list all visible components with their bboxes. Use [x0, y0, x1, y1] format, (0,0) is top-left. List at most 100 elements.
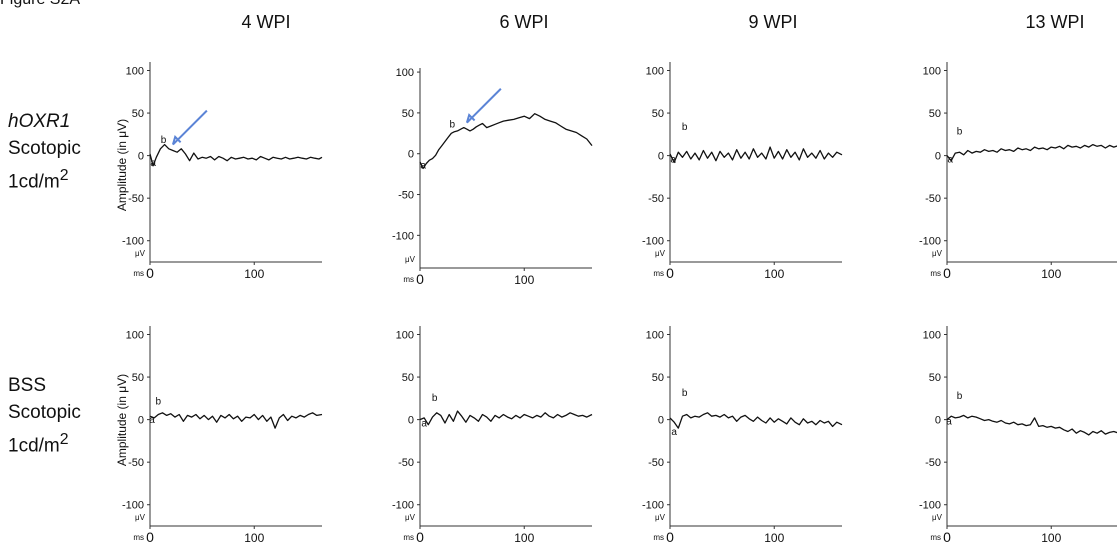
row-label-intensity-sup: 2 — [59, 167, 69, 184]
wave-marker-b: b — [682, 122, 688, 133]
y-tick-label: -100 — [642, 500, 664, 512]
wave-marker-a: a — [946, 417, 952, 428]
y-tick-label: -100 — [392, 230, 414, 242]
y-tick-label: 0 — [658, 151, 664, 163]
wave-marker-b: b — [682, 388, 688, 399]
y-unit-label: μV — [405, 255, 416, 264]
y-tick-label: 0 — [658, 415, 664, 427]
x-tick-label: 100 — [244, 267, 264, 281]
y-tick-label: 50 — [652, 372, 664, 384]
y-unit-label: μV — [135, 513, 146, 522]
y-tick-label: 100 — [396, 330, 414, 342]
x-tick-label: 0 — [943, 265, 951, 281]
x-unit-label: ms — [133, 269, 144, 278]
y-tick-label: -50 — [648, 193, 664, 205]
erg-trace — [149, 143, 323, 167]
y-tick-label: 50 — [402, 108, 414, 120]
y-tick-label: -100 — [919, 236, 941, 248]
column-title-9wpi: 9 WPI — [748, 12, 798, 32]
row-label-intensity-sup: 2 — [59, 431, 69, 448]
y-tick-label: 50 — [132, 372, 144, 384]
erg-trace — [669, 146, 843, 164]
wave-marker-b: b — [432, 393, 438, 404]
y-tick-label: 100 — [923, 66, 941, 78]
y-tick-label: 100 — [646, 330, 664, 342]
erg-trace — [946, 414, 1117, 436]
column-title-13wpi: 13 WPI — [1025, 12, 1085, 32]
y-unit-label: μV — [932, 249, 943, 258]
erg-trace — [419, 410, 593, 426]
y-tick-label: 100 — [126, 330, 144, 342]
row-label-intensity-base: 1cd/m — [8, 435, 60, 457]
y-tick-label: 50 — [402, 372, 414, 384]
x-tick-label: 0 — [943, 529, 951, 545]
y-tick-label: 50 — [929, 372, 941, 384]
wave-marker-a: a — [671, 427, 677, 438]
x-tick-label: 0 — [416, 529, 424, 545]
x-tick-label: 100 — [514, 273, 534, 287]
x-tick-label: 0 — [146, 265, 154, 281]
row-label-bss: BSS Scotopic 1cd/m2 — [8, 372, 81, 459]
row-label-intensity-base: 1cd/m — [8, 171, 60, 193]
row-label-treatment-plain: BSS — [8, 375, 47, 396]
x-tick-label: 100 — [1041, 531, 1061, 545]
wave-marker-b: b — [957, 391, 963, 402]
y-tick-label: -50 — [398, 457, 414, 469]
wave-marker-b: b — [156, 396, 162, 407]
x-unit-label: ms — [653, 269, 664, 278]
column-title-6wpi: 6 WPI — [499, 12, 549, 32]
y-tick-label: -50 — [128, 457, 144, 469]
y-tick-label: -50 — [925, 193, 941, 205]
y-unit-label: μV — [932, 513, 943, 522]
y-axis-label-row2: Amplitude (in μV) — [115, 373, 129, 467]
x-tick-label: 0 — [666, 529, 674, 545]
y-tick-label: 50 — [929, 108, 941, 120]
row-label-treatment: hOXR1 — [8, 111, 71, 132]
x-unit-label: ms — [930, 533, 941, 542]
y-tick-label: 0 — [408, 149, 414, 161]
column-title-4wpi: 4 WPI — [241, 12, 291, 32]
row-label-condition: Scotopic — [8, 402, 81, 423]
y-tick-label: 0 — [935, 415, 941, 427]
arrow-head — [465, 113, 476, 123]
y-tick-label: -50 — [925, 457, 941, 469]
wave-marker-a: a — [150, 158, 156, 169]
wave-marker-b: b — [450, 120, 456, 131]
y-tick-label: 100 — [923, 330, 941, 342]
x-unit-label: ms — [403, 533, 414, 542]
y-tick-label: 0 — [408, 415, 414, 427]
x-tick-label: 0 — [146, 529, 154, 545]
y-unit-label: μV — [405, 513, 416, 522]
y-tick-label: -100 — [919, 500, 941, 512]
y-unit-label: μV — [655, 513, 666, 522]
y-tick-label: -100 — [122, 500, 144, 512]
x-unit-label: ms — [403, 275, 414, 284]
figure-label: Figure S2A — [0, 0, 80, 9]
erg-trace — [669, 412, 843, 429]
y-tick-label: 0 — [138, 415, 144, 427]
y-tick-label: -50 — [128, 193, 144, 205]
y-tick-label: 0 — [138, 151, 144, 163]
y-tick-label: 100 — [396, 67, 414, 79]
x-tick-label: 100 — [764, 267, 784, 281]
y-tick-label: -100 — [122, 236, 144, 248]
erg-trace — [419, 113, 593, 170]
erg-trace — [149, 412, 323, 429]
y-unit-label: μV — [655, 249, 666, 258]
x-tick-label: 0 — [666, 265, 674, 281]
x-tick-label: 0 — [416, 271, 424, 287]
wave-marker-a: a — [421, 418, 427, 429]
row-label-condition: Scotopic — [8, 138, 81, 159]
y-tick-label: 50 — [132, 108, 144, 120]
y-tick-label: 50 — [652, 108, 664, 120]
x-tick-label: 100 — [1041, 267, 1061, 281]
y-unit-label: μV — [135, 249, 146, 258]
y-tick-label: -50 — [648, 457, 664, 469]
x-tick-label: 100 — [244, 531, 264, 545]
